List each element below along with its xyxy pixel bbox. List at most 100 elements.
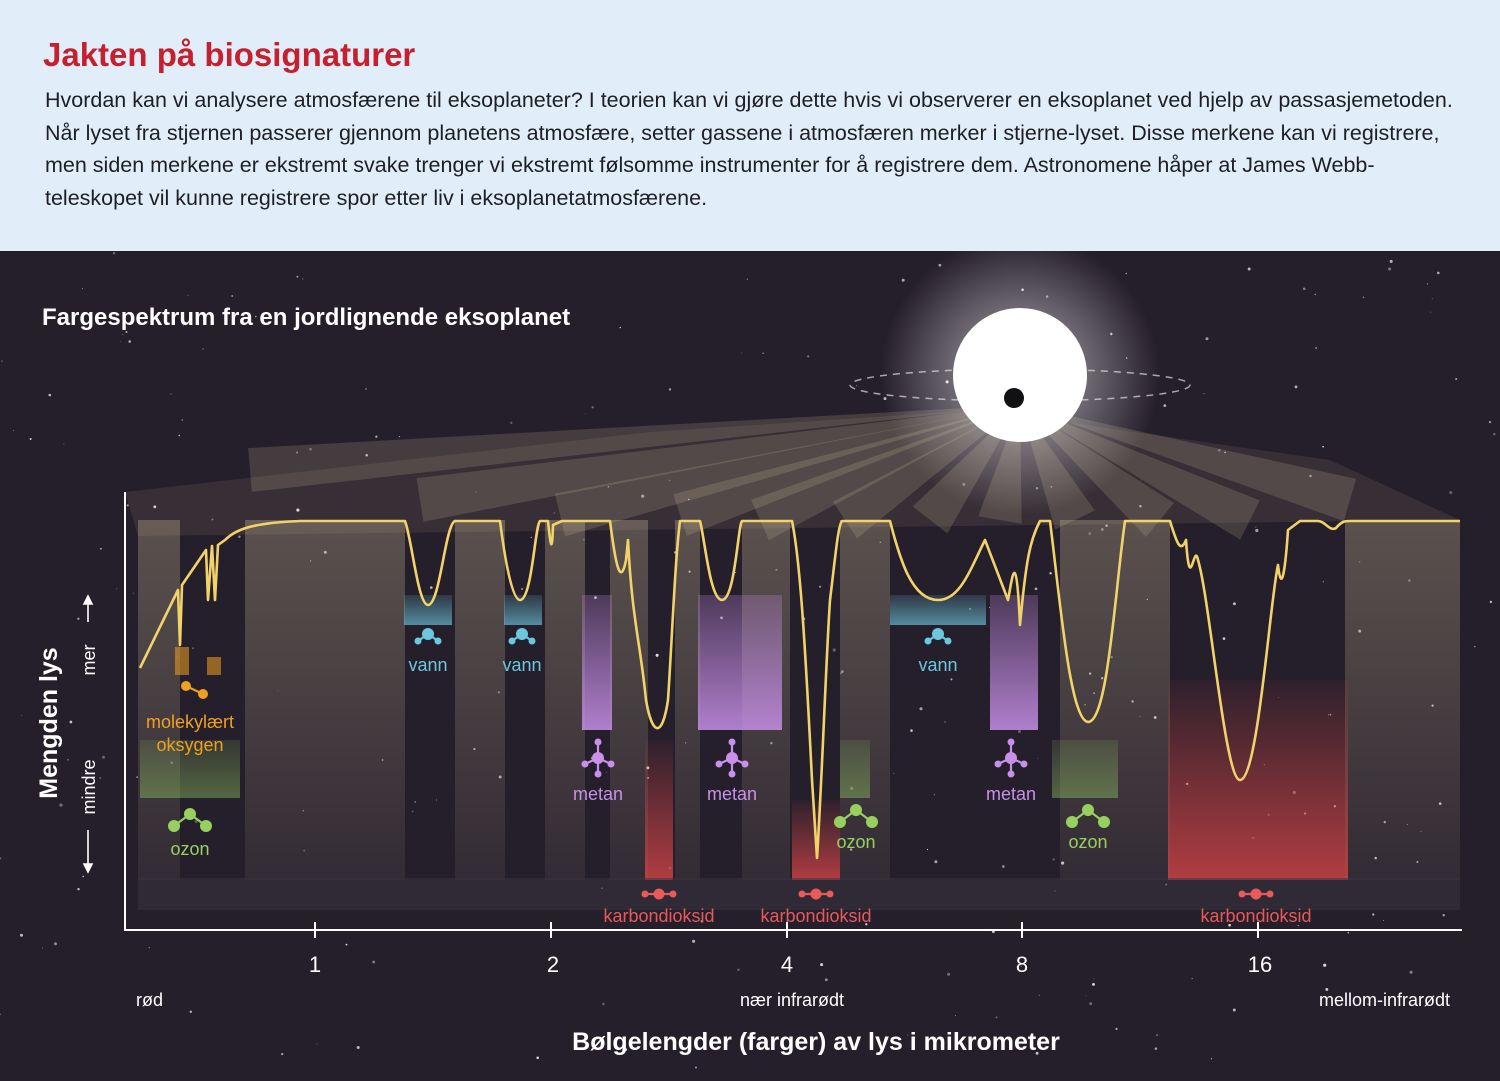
star-dot [1049, 572, 1052, 575]
star-dot [919, 707, 923, 711]
gas-label-water: vann [408, 655, 447, 675]
star-dot [372, 960, 376, 964]
star-dot [296, 451, 299, 454]
star-dot [1323, 963, 1327, 967]
molecule-atom [741, 760, 749, 768]
spectrum-band [675, 520, 700, 880]
star-dot [309, 447, 312, 451]
star-dot [669, 479, 671, 481]
star-dot [1436, 271, 1440, 275]
tick-label-8: 8 [1016, 952, 1028, 977]
star-dot [530, 536, 532, 539]
figure-title: Fargespektrum fra en jordlignende eksopl… [42, 304, 570, 331]
star-dot [585, 413, 586, 415]
star-dot [695, 1066, 697, 1069]
star-dot [688, 498, 690, 501]
star-dot [602, 1002, 605, 1006]
star [953, 308, 1087, 442]
gas-label-water: vann [502, 655, 541, 675]
star-dot [1409, 970, 1413, 974]
star-dot [281, 1053, 284, 1056]
spectrum-figure: Fargespektrum fra en jordlignende eksopl… [0, 251, 1500, 1081]
star-dot [926, 848, 929, 851]
star-dot [893, 773, 895, 775]
star-dot [182, 325, 184, 327]
star-dot [1442, 914, 1445, 917]
star-dot [855, 385, 858, 387]
molecule-atom [726, 752, 738, 764]
star-dot [1205, 337, 1209, 341]
star-dot [29, 438, 32, 440]
molecule-atom [168, 820, 180, 832]
star-dot [1489, 600, 1493, 604]
molecule-atom [1098, 816, 1110, 828]
star-dot [211, 518, 214, 521]
star-dot [910, 729, 913, 732]
star-dot [0, 857, 2, 860]
star-dot [1163, 404, 1167, 407]
molecule-atom [932, 628, 944, 640]
star-dot [128, 340, 131, 343]
star-dot [1115, 1027, 1118, 1030]
star-dot [1232, 1008, 1236, 1012]
star-dot [1431, 298, 1433, 300]
star-dot [1038, 994, 1040, 997]
star-dot [77, 617, 80, 620]
gas-label-methane: metan [707, 784, 757, 804]
molecule-atom [528, 637, 536, 645]
molecule-atom [198, 689, 208, 699]
star-dot [67, 759, 69, 761]
molecule-atom [1007, 770, 1015, 778]
spectrum-band [138, 520, 180, 880]
star-dot [944, 720, 947, 723]
star-dot [1020, 965, 1022, 968]
star-dot [187, 294, 189, 296]
molecule-atom [1238, 890, 1246, 898]
star-dot [99, 777, 102, 780]
star-dot [125, 331, 128, 333]
gas-label-oxygen-2: oksygen [156, 735, 223, 755]
molecule-atom [1266, 890, 1274, 898]
gas-label-ozone: ozon [170, 839, 209, 859]
star-dot [947, 972, 951, 976]
star-dot [995, 1016, 998, 1019]
star-dot [316, 1043, 318, 1045]
star-dot [1455, 377, 1458, 381]
star-dot [700, 919, 704, 923]
y-axis-less: mindre [79, 759, 99, 814]
star-dot [624, 1048, 628, 1051]
oxygen-box [175, 647, 189, 675]
molecule-atom [669, 890, 677, 898]
gas-label-ozone: ozon [836, 832, 875, 852]
gas-label-oxygen-1: molekylært [146, 712, 234, 732]
star-dot [191, 647, 195, 650]
methane-box [582, 595, 612, 730]
x-axis-label: Bølgelengder (farger) av lys i mikromete… [572, 1028, 1060, 1056]
star-dot [116, 588, 118, 590]
star-dot [1141, 479, 1143, 481]
molecule-atom [866, 816, 878, 828]
star-dot [1315, 347, 1317, 349]
star-dot [1217, 448, 1221, 452]
star-dot [1429, 311, 1432, 313]
star-dot [737, 968, 740, 972]
star-dot [1389, 259, 1393, 263]
star-dot [832, 648, 836, 652]
molecule-atom [944, 637, 952, 645]
molecule-atom [826, 890, 834, 898]
star-dot [1154, 1047, 1158, 1050]
star-dot [1228, 923, 1231, 927]
molecule-atom [1250, 888, 1262, 900]
star-dot [1367, 1003, 1369, 1005]
star-dot [255, 315, 257, 318]
star-dot [1224, 451, 1226, 454]
intro-paragraph: Hvordan kan vi analysere atmosfærene til… [45, 88, 1453, 210]
star-dot [521, 588, 524, 590]
star-dot [0, 1013, 1, 1016]
spectrum-bands [138, 520, 1460, 880]
molecule-atom [594, 770, 602, 778]
star-dot [553, 512, 556, 514]
star-dot [1222, 637, 1226, 640]
star-dot [901, 278, 905, 282]
star-dot [356, 1045, 360, 1050]
